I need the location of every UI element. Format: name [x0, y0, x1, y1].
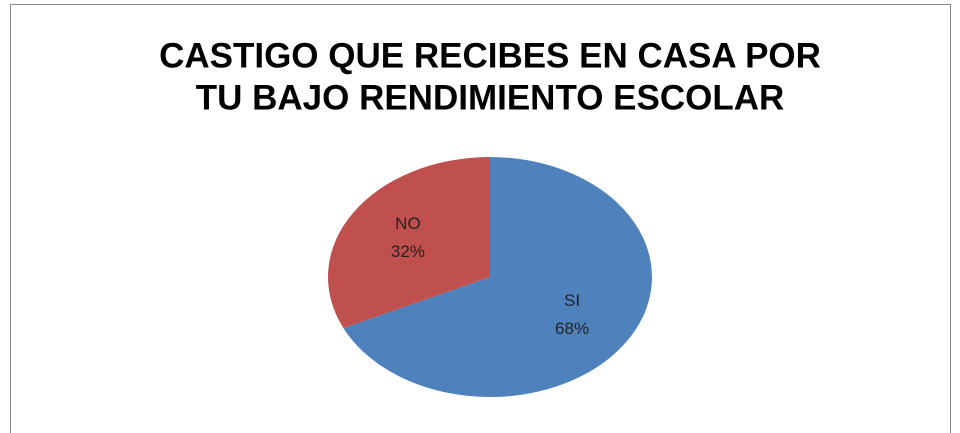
slice-label: SI	[564, 291, 580, 310]
pie-slice	[328, 157, 490, 329]
chart-title: TU BAJO RENDIMIENTO ESCOLAR	[196, 78, 785, 117]
pie-slice	[343, 157, 653, 398]
slice-value-label: 32%	[391, 242, 425, 261]
chart-title: CASTIGO QUE RECIBES EN CASA POR	[159, 36, 821, 75]
slice-label: NO	[395, 214, 421, 233]
slice-value-label: 68%	[555, 319, 589, 338]
